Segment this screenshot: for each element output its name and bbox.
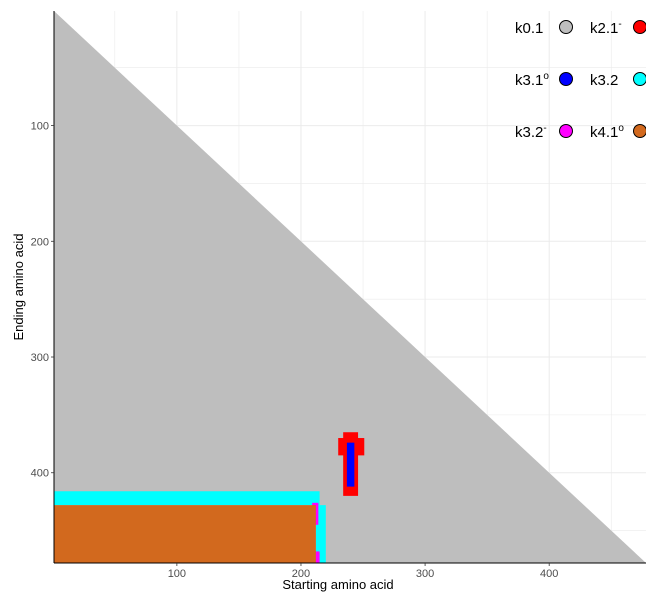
region-k4.1o-4 (54, 505, 316, 563)
region-layer (54, 432, 365, 563)
legend-label-k0.1: k0.1 (515, 20, 543, 37)
legend-swatch-k0.1 (559, 20, 573, 34)
region-k3.2--3 (313, 551, 320, 563)
x-tick-label-400: 400 (540, 568, 558, 580)
legend: k0.1 k2.1- k3.1o k3.2 k3.2- k4.1o (515, 19, 646, 141)
legend-item-k3.2: k3.2 (590, 72, 646, 89)
y-tick-label-200: 200 (31, 236, 49, 248)
y-tick-label-300: 300 (31, 352, 49, 364)
legend-label-k3.2: k3.2 (590, 72, 618, 89)
region-k3.2-1 (315, 505, 326, 563)
tick-layer: 100 200 300 400 100 200 300 400 (31, 121, 559, 580)
x-axis-title: Starting amino acid (282, 577, 393, 592)
y-tick-label-100: 100 (31, 121, 49, 133)
legend-item-k0.1: k0.1 (515, 20, 573, 37)
legend-item-k2.1-: k2.1- (590, 19, 646, 37)
axes-layer (53, 11, 646, 564)
legend-label-k3.1o: k3.1o (515, 71, 549, 89)
legend-sup-k3.1o: o (543, 71, 549, 82)
legend-label-k3.2-: k3.2- (515, 123, 547, 141)
legend-sup-k2.1-: - (618, 19, 621, 30)
region-k3.2-0 (54, 491, 320, 506)
y-axis-title: Ending amino acid (11, 234, 26, 341)
legend-sup-k4.1o: o (618, 123, 624, 134)
legend-label-k2.1-: k2.1- (590, 19, 622, 37)
legend-item-k4.1o: k4.1o (590, 123, 646, 141)
legend-sup-k3.2-: - (543, 123, 546, 134)
region-k3.1o-7 (346, 442, 355, 487)
legend-swatch-k3.1o (559, 72, 573, 86)
x-tick-label-100: 100 (168, 568, 186, 580)
x-tick-label-300: 300 (416, 568, 434, 580)
legend-swatch-k3.2- (559, 124, 573, 138)
y-tick-label-400: 400 (31, 468, 49, 480)
legend-swatch-k2.1- (633, 20, 646, 34)
legend-swatch-k4.1o (633, 124, 646, 138)
legend-label-k4.1o: k4.1o (590, 123, 624, 141)
background-class-area (54, 11, 646, 563)
region-k0.1 (54, 11, 646, 563)
legend-item-k3.1o: k3.1o (515, 71, 573, 89)
legend-item-k3.2-: k3.2- (515, 123, 573, 141)
legend-swatch-k3.2 (633, 72, 646, 86)
x-tick-label-200: 200 (292, 568, 310, 580)
